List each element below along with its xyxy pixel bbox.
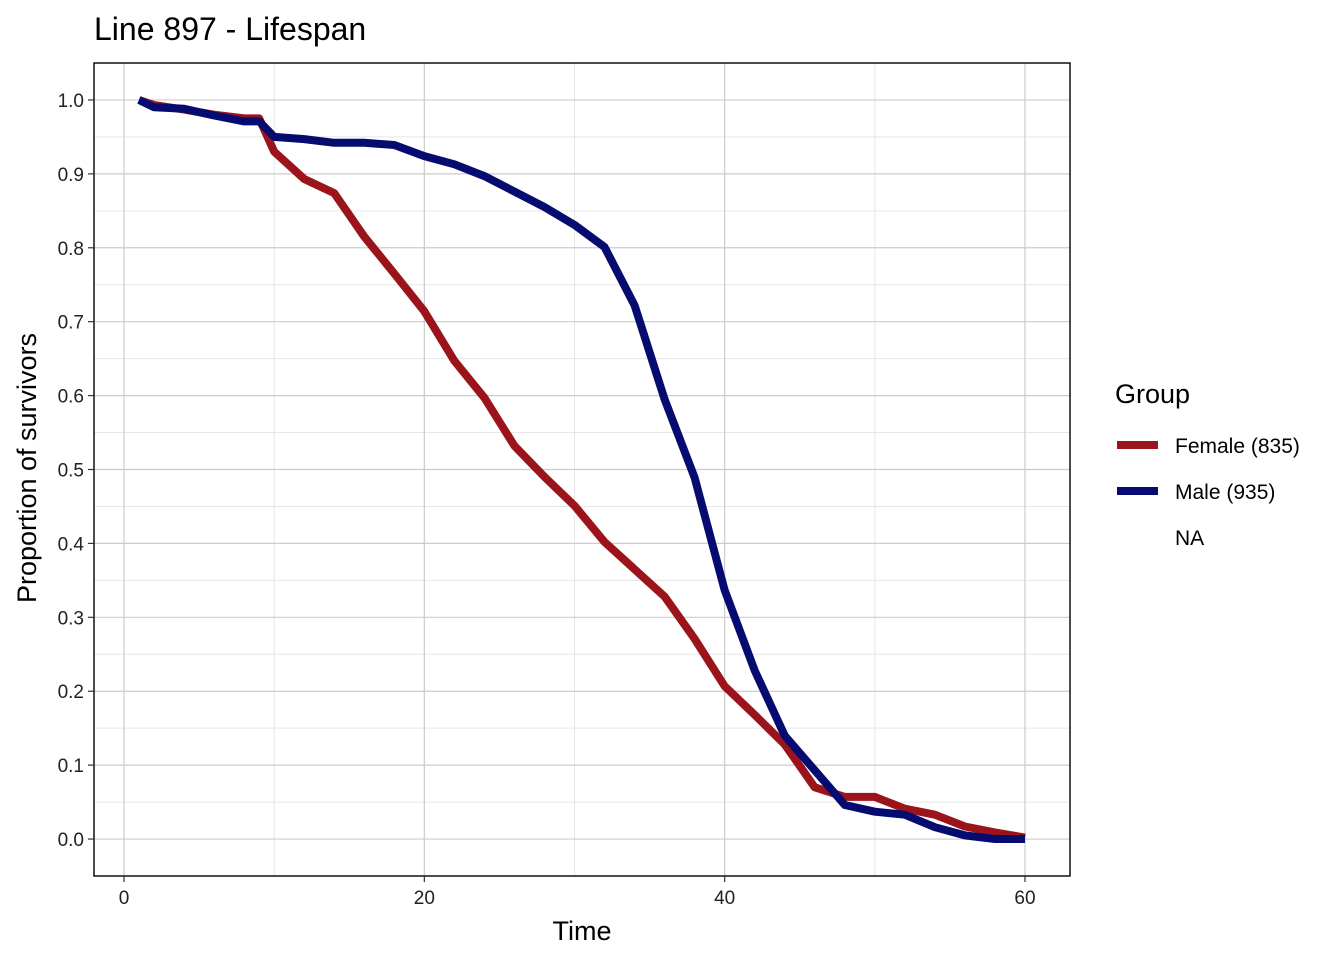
y-axis-ticks: 0.0 0.1 0.2 0.3 0.4 0.5 0.6 0.7 0.8 0.9 1.0 xyxy=(58,91,94,851)
grid-lines xyxy=(94,63,1070,876)
legend-label: Female (835) xyxy=(1175,435,1300,458)
x-tick-label: 20 xyxy=(414,888,435,909)
x-tick-label: 60 xyxy=(1014,888,1035,909)
x-axis-ticks: 0 20 40 60 xyxy=(119,876,1036,909)
series-line-male xyxy=(137,96,1025,843)
y-tick-label: 0.9 xyxy=(58,165,84,186)
y-tick-label: 0.8 xyxy=(58,239,84,260)
y-tick-label: 0.6 xyxy=(58,387,84,408)
y-tick-label: 0.4 xyxy=(58,534,85,555)
legend-title: Group xyxy=(1115,379,1190,409)
y-tick-label: 0.0 xyxy=(58,830,84,851)
y-tick-label: 0.3 xyxy=(58,608,84,629)
legend-label: NA xyxy=(1175,527,1204,550)
series-lines xyxy=(137,96,1026,843)
x-tick-label: 40 xyxy=(714,888,735,909)
y-tick-label: 0.2 xyxy=(58,682,84,703)
y-axis-label: Proportion of survivors xyxy=(12,333,42,603)
x-axis-label: Time xyxy=(553,916,612,946)
x-tick-label: 0 xyxy=(119,888,130,909)
legend-label: Male (935) xyxy=(1175,481,1275,504)
y-tick-label: 0.5 xyxy=(58,461,84,482)
legend: Group Female (835) Male (935) NA xyxy=(1115,379,1300,550)
chart-title: Line 897 - Lifespan xyxy=(94,11,366,47)
y-tick-label: 0.1 xyxy=(58,756,84,777)
y-tick-label: 1.0 xyxy=(58,91,84,112)
y-tick-label: 0.7 xyxy=(58,313,84,334)
